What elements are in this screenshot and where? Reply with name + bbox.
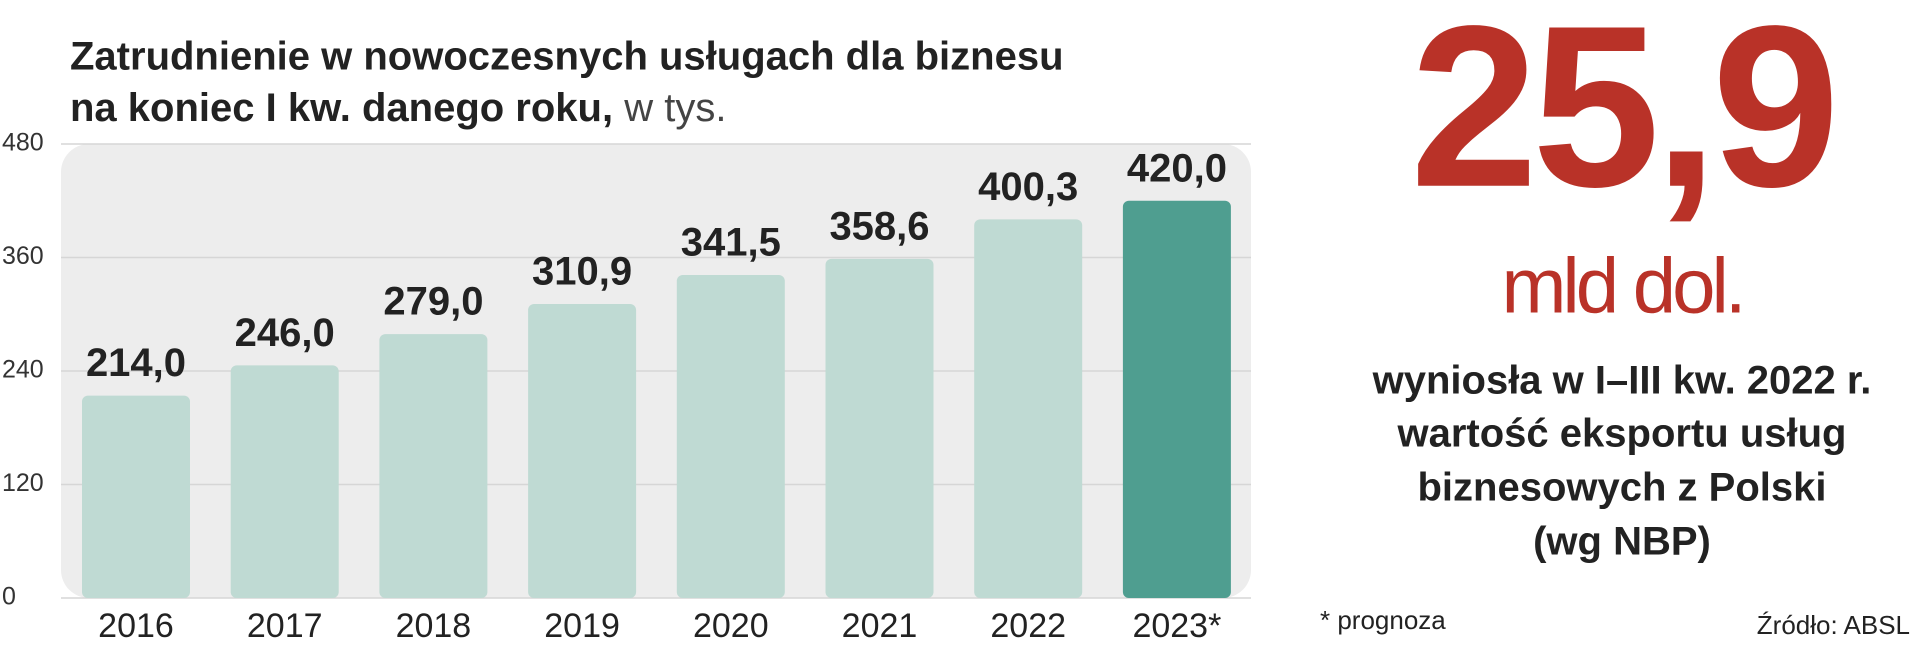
highlight-description: wyniosła w I–III kw. 2022 r. — [1372, 359, 1872, 403]
unit: w tys. — [623, 86, 726, 130]
x-tick-label: 2023* — [1132, 607, 1221, 645]
y-tick-label: 360 — [2, 242, 44, 270]
x-tick-label: 2020 — [693, 607, 769, 645]
x-tick-label: 2018 — [396, 607, 472, 645]
chart-title: Zatrudnienie w nowoczesnych usługach dla… — [70, 35, 1064, 79]
bar — [1122, 200, 1231, 598]
value-label: 400,3 — [978, 165, 1078, 209]
highlight-unit: mld dol. — [1501, 242, 1742, 330]
bar — [825, 258, 934, 598]
value-label: 310,9 — [532, 250, 632, 294]
y-tick-label: 480 — [2, 129, 44, 157]
highlight-description: biznesowych z Polski — [1417, 466, 1826, 510]
footnote: * prognoza — [1320, 605, 1446, 635]
chart-title-line: na koniec I kw. danego roku, — [70, 86, 613, 130]
source: Źródło: ABSL — [1757, 610, 1910, 640]
value-label: 214,0 — [86, 341, 186, 385]
value-label: 279,0 — [383, 280, 483, 324]
bar — [82, 395, 190, 598]
x-tick-label: 2017 — [247, 607, 323, 645]
value-label: 420,0 — [1127, 146, 1227, 190]
bar — [528, 303, 637, 598]
highlight-description: wartość eksportu usług — [1397, 412, 1847, 456]
value-label: 246,0 — [235, 311, 335, 355]
highlight-description: (wg NBP) — [1533, 520, 1711, 564]
y-tick-label: 240 — [2, 356, 44, 384]
x-tick-label: 2022 — [990, 607, 1066, 645]
y-tick-label: 120 — [2, 469, 44, 497]
highlight-value: 25,9 — [1410, 0, 1834, 235]
x-tick-label: 2019 — [544, 607, 620, 645]
bar — [974, 219, 1083, 598]
chart-title: na koniec I kw. danego roku, w tys. — [70, 86, 726, 130]
bar — [676, 274, 785, 598]
bar — [379, 334, 488, 598]
x-tick-label: 2016 — [98, 607, 174, 645]
bar — [230, 365, 339, 598]
y-tick-label: 0 — [2, 583, 16, 611]
value-label: 341,5 — [681, 221, 781, 265]
x-tick-label: 2021 — [842, 607, 918, 645]
value-label: 358,6 — [829, 204, 929, 248]
